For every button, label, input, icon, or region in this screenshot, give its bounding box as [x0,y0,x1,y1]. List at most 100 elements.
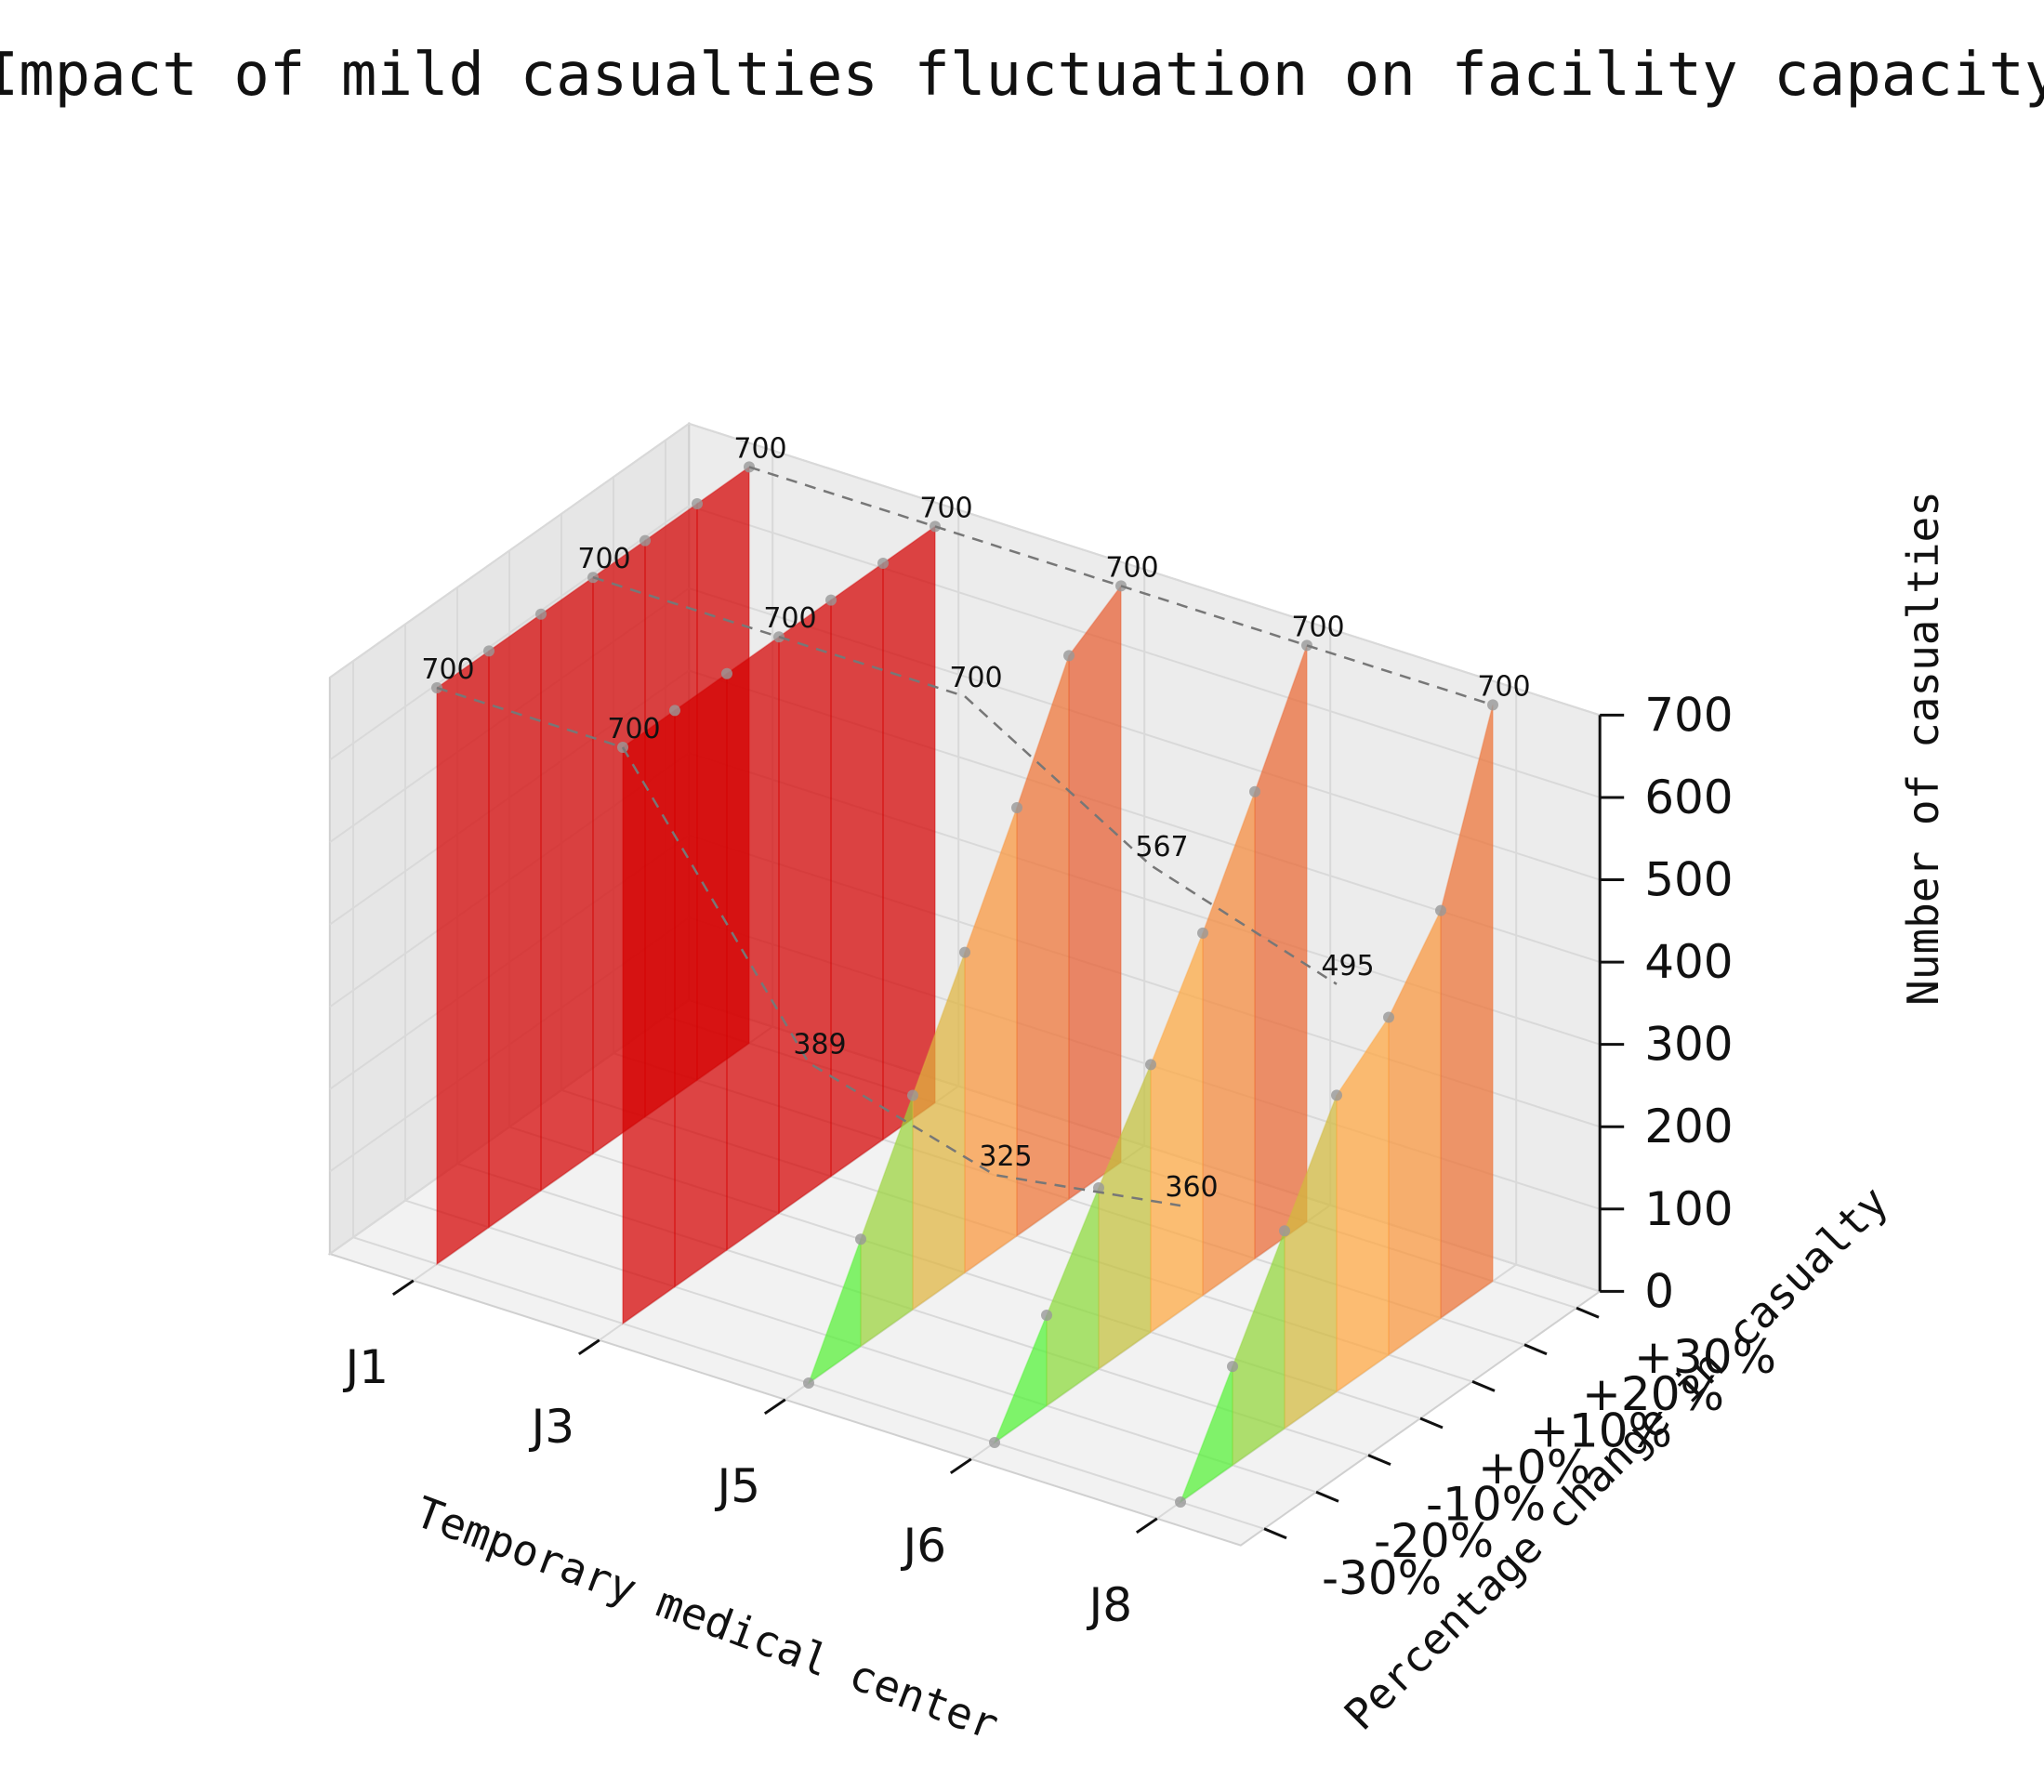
data-point [1115,580,1127,592]
data-label: 700 [733,432,786,465]
ribbon-segment [1068,584,1122,1201]
z-tick-label: 100 [1644,1182,1733,1236]
data-label: 360 [1165,1171,1218,1204]
z-tick-label: 200 [1644,1100,1733,1153]
y-tick-label: +20% [1582,1367,1724,1421]
data-point [1301,639,1312,652]
ribbon-segment [882,524,936,1141]
data-point [721,667,732,679]
z-tick-label: 300 [1644,1018,1733,1072]
z-tick-label: 700 [1644,688,1733,742]
data-point [930,520,941,533]
data-point [959,946,970,958]
y-tick [1263,1527,1287,1540]
data-point [773,631,785,643]
data-label: 700 [949,662,1002,694]
data-label: 700 [1291,611,1344,643]
back-grid-line [688,422,1601,717]
data-label: 567 [1135,831,1188,863]
y-tick-label: +0% [1478,1441,1590,1495]
y-tick-label: -30% [1322,1551,1442,1605]
data-label: 700 [919,492,972,524]
data-point [803,1377,814,1389]
data-point [535,608,547,620]
ribbon-segment [540,575,594,1192]
data-labels: 700 700 389 325 360 700 700 700 567 495 700 700 700 7… [421,432,1530,1204]
data-point [1063,650,1075,662]
x-tick-label: J3 [529,1400,575,1454]
data-label: 700 [577,543,630,575]
data-point [1249,785,1260,797]
back-grid-line [688,505,1601,798]
y-tick-label: -20% [1374,1514,1494,1568]
data-point [1041,1309,1052,1321]
y-tick-label: +10% [1530,1403,1672,1457]
data-label: 700 [421,653,474,686]
y-tick [1315,1490,1339,1503]
x-tick [763,1398,786,1416]
y-tick [1576,1306,1600,1319]
left-grid-line [329,505,690,761]
ribbon-segment [778,599,832,1215]
data-label: 700 [1477,670,1530,703]
data-point [825,594,837,606]
ribbon-segment [726,635,780,1252]
ribbon-segment [622,708,676,1325]
x-tick [949,1457,972,1475]
z-tick-label: 0 [1644,1264,1674,1318]
ribbon-segment [436,649,490,1266]
data-point [989,1437,1000,1448]
data-point [1487,699,1498,711]
x-tick-label: J8 [1087,1578,1133,1632]
z-axis-title: Number of casualties [1898,491,1948,1006]
y-tick [1523,1343,1548,1356]
tick-labels: J1 J3 J5 J6 J8 -30%-20%-10%+0%+10%+20%+30% 0 10… [343,688,1777,1631]
y-tick [1471,1380,1496,1392]
y-tick-label: +30% [1634,1330,1776,1384]
ribbon-J6 [989,639,1312,1448]
y-tick [1367,1454,1391,1466]
ribbon-J8 [1175,699,1498,1508]
data-label: 700 [1105,551,1158,584]
chart-title: Impact of mild casualties fluctuation on… [0,41,2044,110]
data-point [907,1089,918,1101]
data-point [1011,802,1022,814]
data-label: 495 [1321,950,1374,982]
axis-ticks [391,713,1625,1540]
x-tick-label: J6 [901,1519,947,1573]
ribbon-J3 [617,520,941,1325]
data-point [1383,1011,1394,1023]
ribbon-series [431,461,1498,1508]
data-label: 389 [793,1028,846,1061]
z-tick-label: 600 [1644,771,1733,824]
data-point [483,645,495,657]
data-point [1175,1496,1186,1508]
z-tick-label: 500 [1644,853,1733,907]
x-tick-label: J1 [343,1340,389,1394]
reference-line [748,466,1494,706]
data-point [877,558,889,569]
reference-line [436,686,1181,1207]
data-point [640,534,651,547]
x-tick-label: J5 [715,1459,761,1513]
data-label: 700 [607,713,660,745]
data-point [692,498,703,509]
x-tick [577,1338,600,1356]
reference-lines [436,466,1494,1207]
z-tick-label: 400 [1644,935,1733,989]
data-point [1331,1089,1342,1101]
y-tick [1419,1416,1444,1430]
data-point [1227,1361,1238,1373]
data-point [1145,1059,1156,1071]
data-point [1435,904,1446,916]
ribbon-J5 [803,580,1127,1389]
data-point [1279,1225,1290,1237]
y-tick-label: -10% [1426,1478,1546,1532]
data-point [1197,927,1208,939]
x-tick [391,1279,415,1297]
data-label: 700 [763,602,816,635]
data-point [669,705,680,717]
data-label: 325 [979,1140,1032,1173]
left-grid-line [329,422,690,679]
